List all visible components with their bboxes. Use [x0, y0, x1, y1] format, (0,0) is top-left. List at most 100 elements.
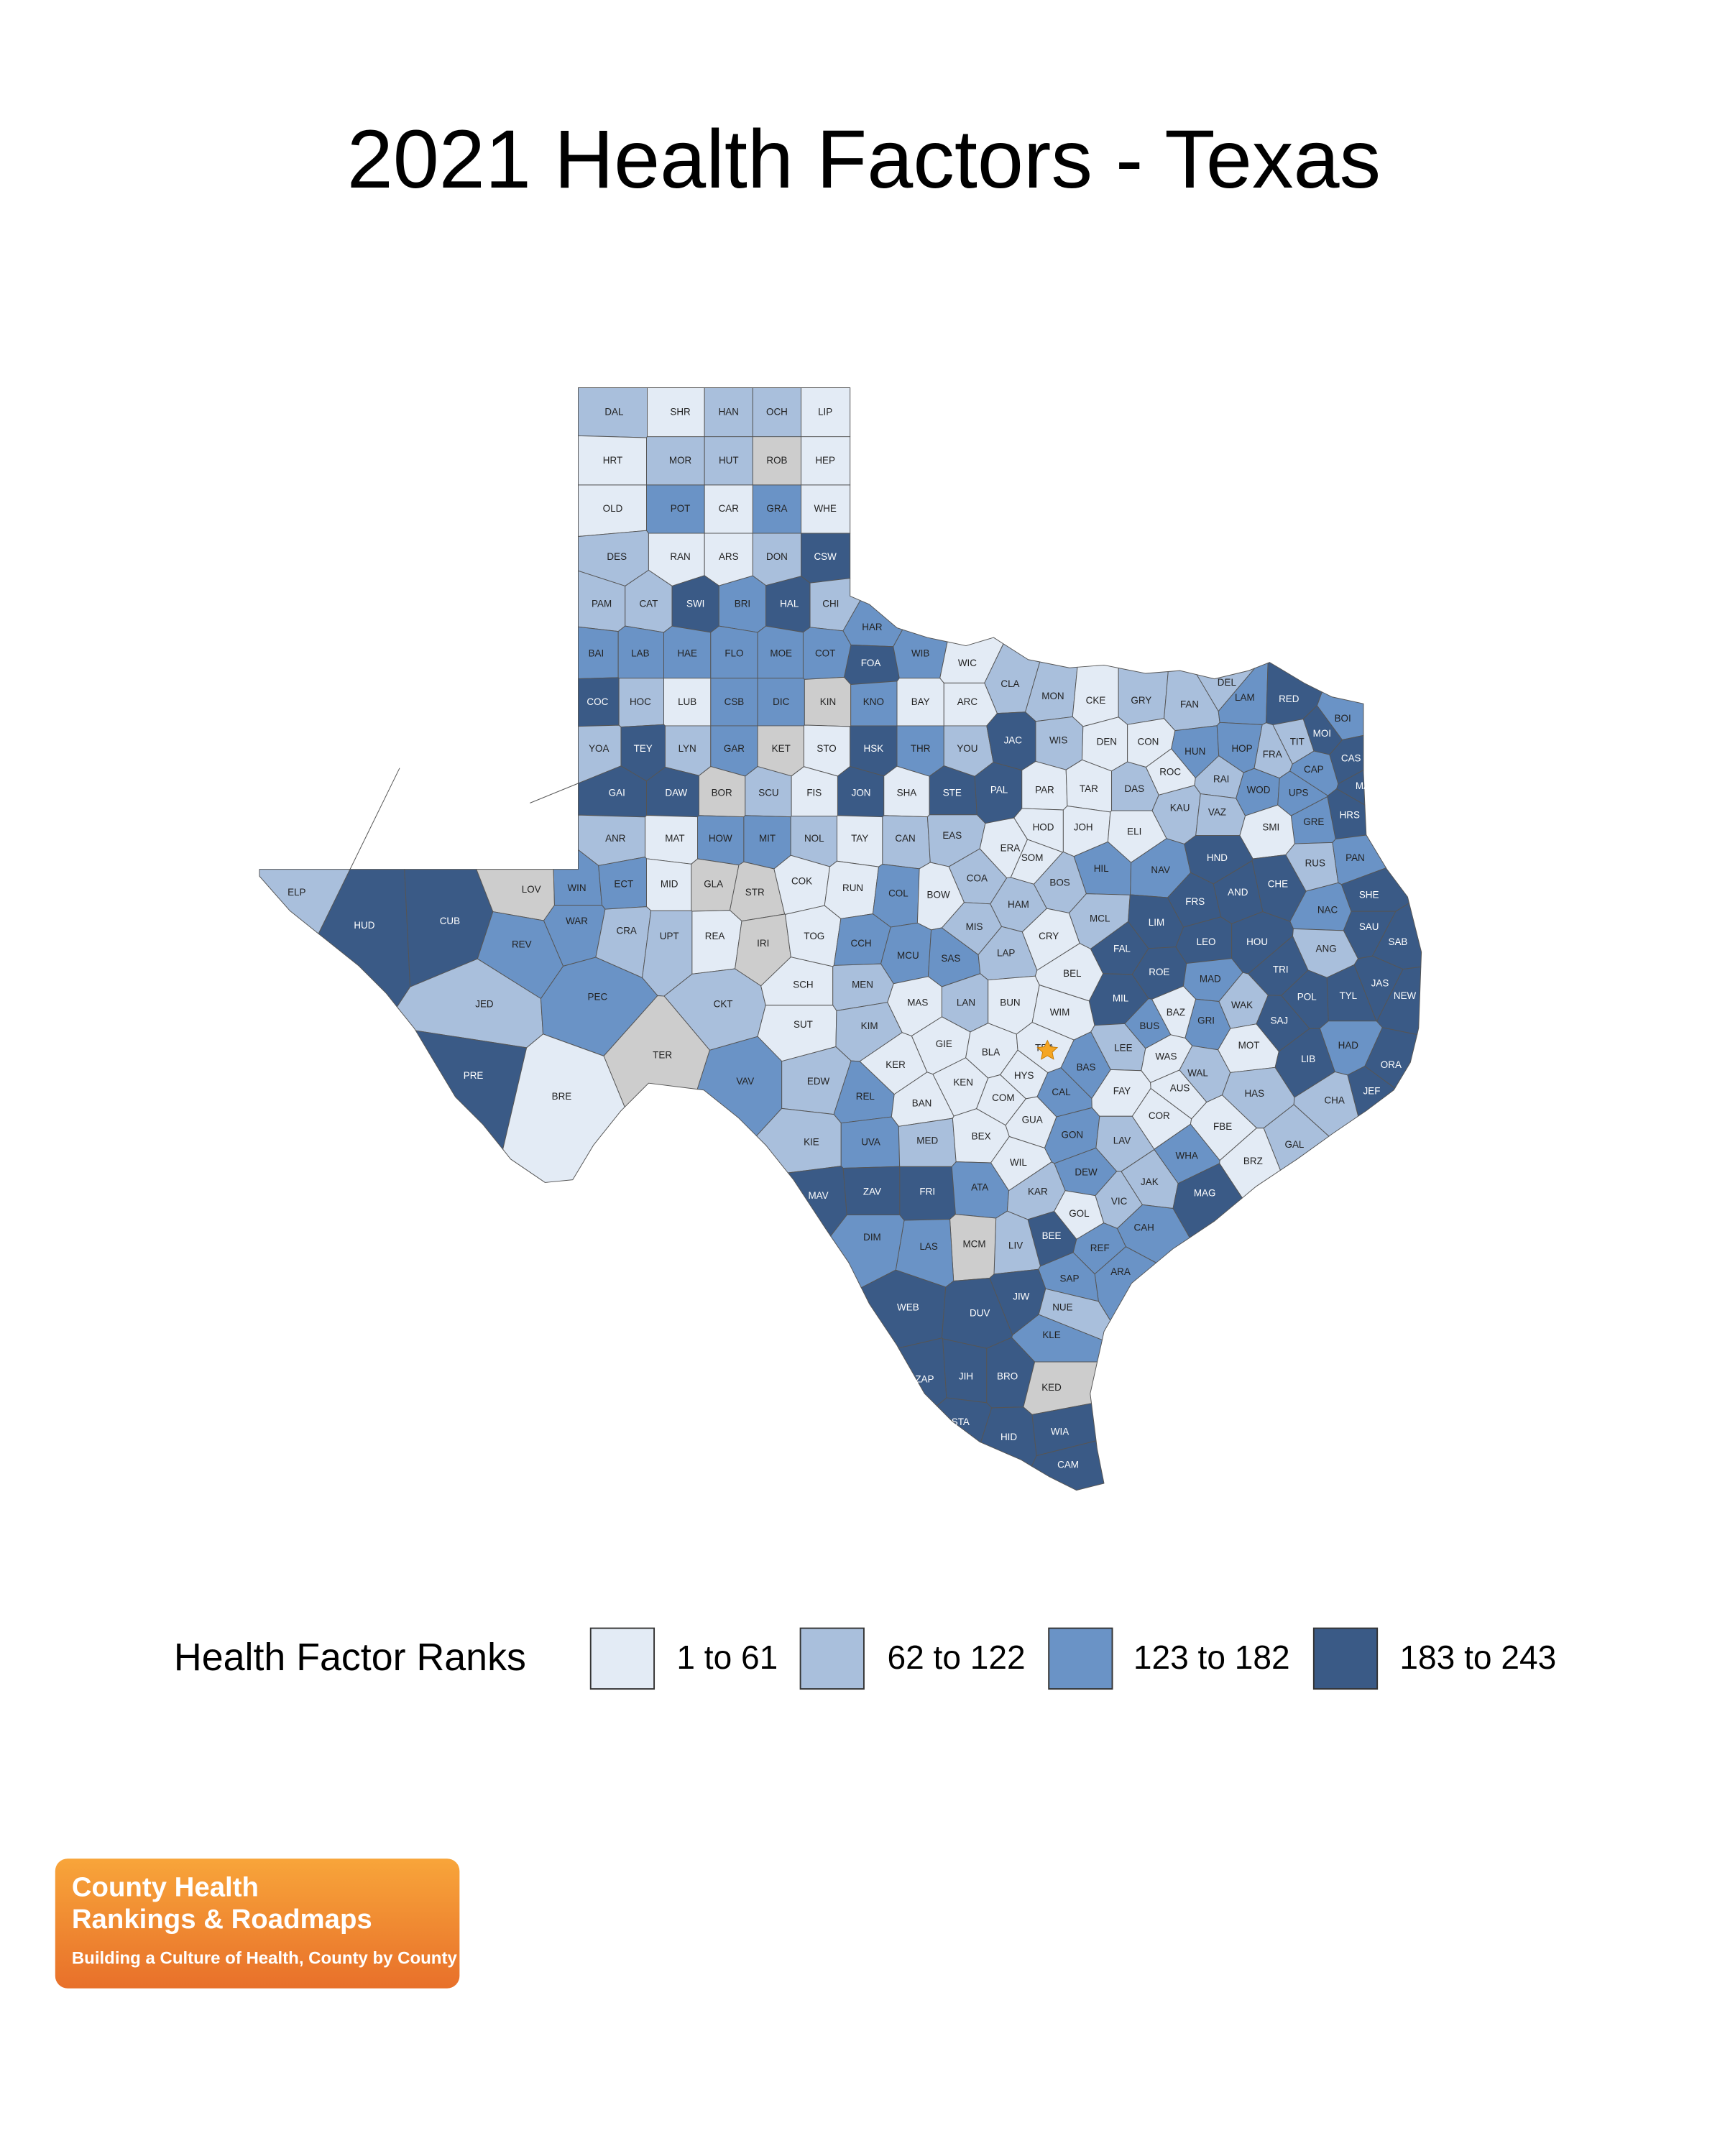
- county-label: TEY: [634, 743, 653, 754]
- county-label: TYL: [1340, 990, 1358, 1001]
- county-label: BUS: [1140, 1021, 1160, 1031]
- county-label: MIS: [966, 921, 983, 932]
- county-label: GRI: [1197, 1015, 1215, 1026]
- county-layer: [259, 387, 1422, 1491]
- legend-swatch: [1312, 1627, 1379, 1690]
- county-label: BEL: [1063, 968, 1082, 979]
- county-label: RED: [1279, 694, 1300, 704]
- county-label: RUS: [1305, 857, 1325, 868]
- county-label: WIS: [1049, 735, 1067, 746]
- county-label: DEN: [1097, 737, 1117, 747]
- county-label: DAS: [1124, 783, 1144, 794]
- county-label: CON: [1138, 737, 1159, 747]
- county-label: ARS: [719, 551, 739, 562]
- county-label: WAS: [1155, 1051, 1177, 1061]
- county-label: BAS: [1077, 1062, 1096, 1073]
- county-label: MAT: [665, 833, 684, 844]
- county-label: HND: [1207, 852, 1228, 863]
- county-label: LAS: [919, 1241, 937, 1252]
- county-label: UPT: [660, 931, 679, 941]
- county-label: ROE: [1149, 967, 1169, 977]
- county-label: FOA: [861, 658, 881, 668]
- county-label: JIH: [959, 1371, 973, 1382]
- legend-title: Health Factor Ranks: [174, 1636, 526, 1679]
- county-label: HUT: [719, 455, 739, 466]
- county-label: ANR: [605, 833, 626, 844]
- county-label: DEL: [1218, 677, 1237, 688]
- county-label: MED: [916, 1135, 938, 1146]
- county: [603, 995, 710, 1107]
- logo-box: [55, 1858, 460, 1989]
- county-label: JED: [475, 998, 494, 1009]
- county-label: MON: [1041, 691, 1064, 701]
- county-label: KER: [886, 1059, 906, 1070]
- county-label: BLA: [982, 1047, 1000, 1058]
- county-label: ELP: [288, 887, 305, 898]
- county-label: ROB: [766, 455, 787, 466]
- county-label: BRZ: [1243, 1156, 1263, 1166]
- county-label: KLE: [1042, 1330, 1060, 1340]
- county-label: HOC: [630, 696, 651, 707]
- county-label: CAM: [1057, 1460, 1079, 1470]
- county-label: TAY: [851, 833, 868, 844]
- legend-swatch: [1048, 1627, 1113, 1690]
- county-label: STO: [816, 743, 836, 754]
- county-label: LEO: [1197, 936, 1216, 947]
- county-label: MCL: [1090, 913, 1110, 923]
- county: [1293, 1071, 1359, 1137]
- county-label: WIN: [567, 883, 586, 893]
- county-label: HAE: [677, 648, 697, 659]
- county-label: WIB: [911, 648, 929, 659]
- county-label: JEF: [1363, 1085, 1381, 1096]
- county-label: NOL: [804, 833, 824, 844]
- county-label: KAU: [1170, 803, 1190, 814]
- county-label: JIW: [1013, 1291, 1029, 1302]
- county-label: BAZ: [1167, 1007, 1185, 1018]
- county-label: PAN: [1346, 852, 1365, 863]
- county-label: LIV: [1008, 1240, 1023, 1250]
- county-label: LAM: [1235, 692, 1255, 703]
- county-label: MOE: [770, 648, 792, 659]
- logo-line: County Health: [72, 1872, 259, 1903]
- county-label: REA: [705, 931, 725, 941]
- county-label: FAL: [1113, 944, 1131, 954]
- county-label: YOU: [957, 743, 978, 754]
- county-label: HAR: [862, 622, 883, 632]
- county-label: UPS: [1289, 788, 1309, 798]
- county-label: PRE: [464, 1070, 484, 1081]
- county-label: WEB: [897, 1302, 919, 1313]
- county-label: POT: [671, 503, 691, 514]
- county-label: WHE: [814, 503, 836, 514]
- county-label: ERA: [1000, 842, 1021, 853]
- county: [1179, 1045, 1231, 1102]
- county-label: KET: [772, 743, 791, 754]
- county-label: HAS: [1244, 1088, 1264, 1099]
- county-label: LAV: [1113, 1135, 1131, 1146]
- county-label: VAZ: [1208, 806, 1226, 817]
- county-label: WHA: [1176, 1151, 1198, 1161]
- county-label: HOD: [1033, 822, 1054, 833]
- county-label: HUN: [1184, 746, 1205, 757]
- county-label: BEX: [972, 1131, 991, 1142]
- county-label: RAI: [1213, 773, 1229, 784]
- county-label: FRS: [1185, 896, 1205, 907]
- legend-label: 183 to 243: [1399, 1639, 1556, 1676]
- county-label: KIM: [861, 1021, 878, 1031]
- county-label: REF: [1090, 1243, 1110, 1253]
- county-label: GRY: [1131, 695, 1151, 706]
- county-label: TER: [653, 1049, 672, 1060]
- county-label: ANG: [1316, 944, 1337, 954]
- county-label: SWI: [686, 599, 704, 609]
- county-label: BUN: [1000, 997, 1020, 1008]
- county-label: NUE: [1052, 1302, 1072, 1313]
- county-label: PAR: [1035, 785, 1054, 796]
- county-label: CRA: [616, 926, 636, 936]
- county-label: HOU: [1246, 936, 1268, 947]
- county-label: HAD: [1338, 1040, 1359, 1051]
- county-label: TOG: [804, 931, 824, 941]
- county-label: HAN: [719, 407, 739, 418]
- county-label: KNO: [863, 696, 884, 707]
- county-label: TIT: [1290, 737, 1305, 747]
- capital-star: [1036, 1039, 1059, 1060]
